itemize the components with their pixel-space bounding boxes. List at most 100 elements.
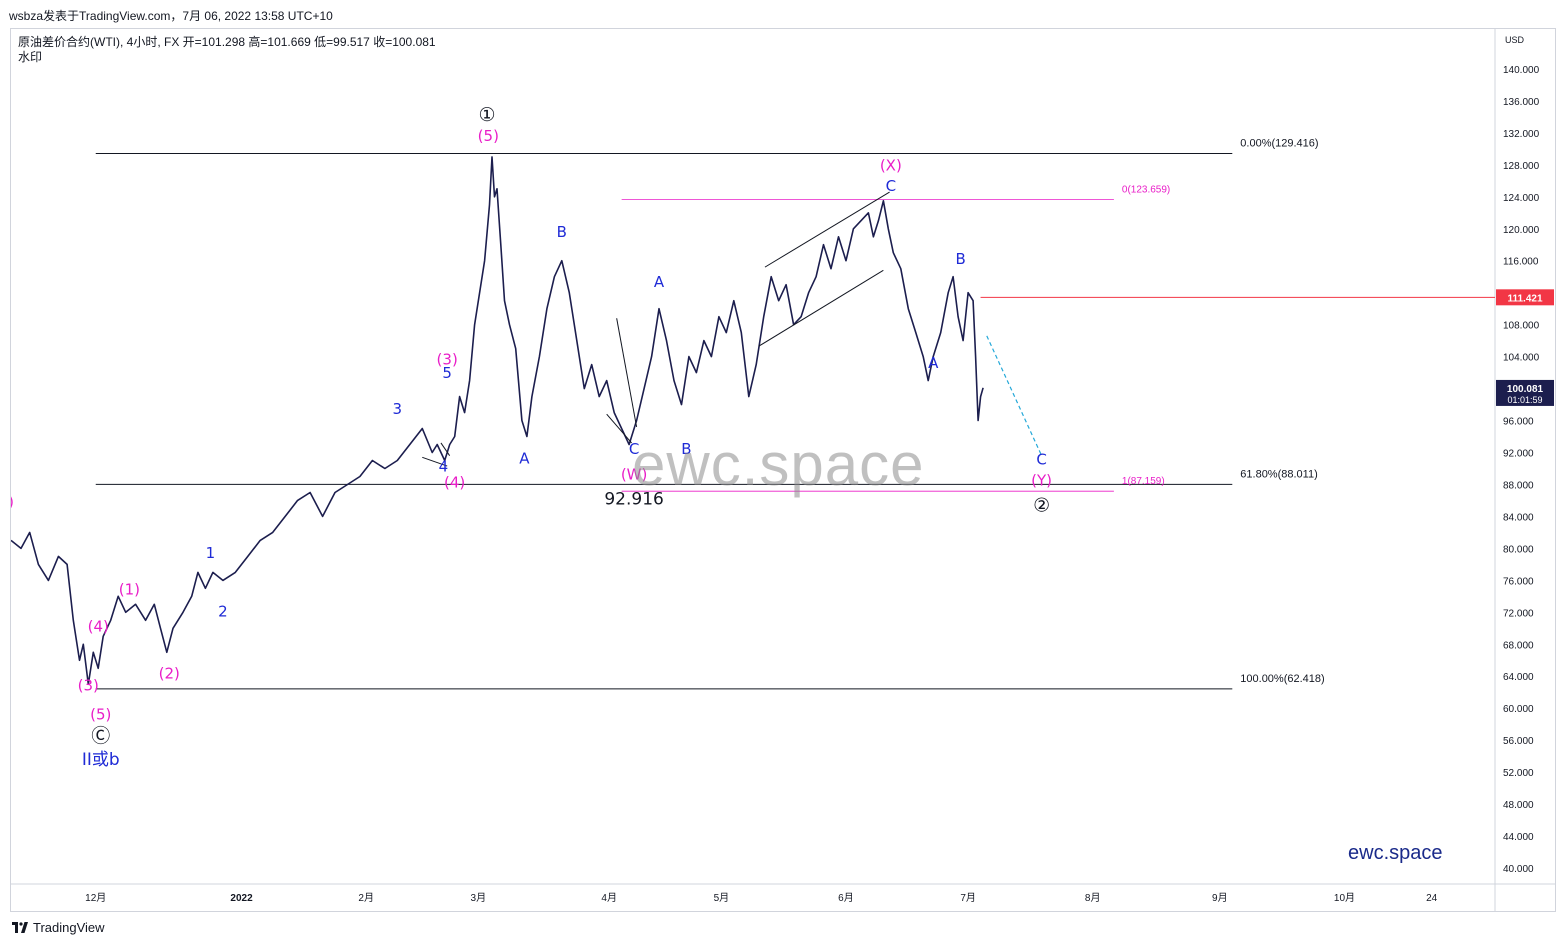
y-tick-label: 120.000 [1503,225,1540,236]
high-value: 高=101.669 [248,35,311,49]
x-tick-label: 9月 [1212,892,1228,904]
close-value: 收=100.081 [373,35,436,49]
channel-line [616,318,638,428]
y-tick-label: 132.000 [1503,129,1540,140]
wave-label: (4) [88,617,109,635]
y-tick-label: 96.000 [1503,417,1534,428]
channel-line [764,191,890,268]
channel-line [758,269,884,347]
price-series-line [11,156,984,685]
y-tick-label: 88.000 [1503,480,1534,491]
wave-label: B [681,440,691,458]
y-tick-label: 44.000 [1503,832,1534,843]
x-tick-label: 3月 [471,892,487,904]
x-tick-label: 12月 [85,892,106,904]
wave-label: (3) [78,677,99,695]
wave-label: (4) [444,474,465,492]
wave-label: A [928,354,939,372]
wave-label: (5) [90,705,111,723]
x-tick-label: 6月 [838,892,854,904]
wave-circle-label: Ⓒ [91,725,110,747]
level-label: 0(123.659) [1122,185,1170,196]
price-tag-label: 100.081 [1507,384,1544,395]
x-tick-label: 8月 [1085,892,1101,904]
channel-line [606,413,632,444]
y-tick-label: 80.000 [1503,544,1534,555]
ohlc-line: 原油差价合约(WTI), 4小时, FX 开=101.298 高=101.669… [18,35,436,50]
wave-circle-label: ① [479,104,496,126]
x-tick-label: 2022 [230,893,253,904]
brand-text: ewc.space [1348,842,1443,864]
wave-circle-label: ② [1033,495,1050,517]
y-tick-label: 60.000 [1503,704,1534,715]
y-tick-label: 124.000 [1503,193,1540,204]
wave-label: (W) [621,466,648,484]
wave-label: 92.916 [604,489,663,509]
x-tick-label: 7月 [960,892,976,904]
wave-label: B [557,223,567,241]
price-tag-label: 111.421 [1507,293,1542,304]
y-tick-label: 40.000 [1503,864,1534,875]
wave-label: 5 [442,364,452,382]
wave-label: (Y) [1031,471,1052,489]
wave-label: 3 [393,400,403,418]
tradingview-label: TradingView [33,920,105,935]
x-tick-label: 10月 [1334,892,1355,904]
y-tick-label: 48.000 [1503,800,1534,811]
level-label: 100.00%(62.418) [1240,673,1324,685]
channel-line [422,456,448,467]
projection-arrow [986,335,1043,456]
wave-label: B [955,250,965,268]
chart-frame[interactable]: USD 140.000 136.000 132.000 128.000 124.000 12… [10,28,1556,912]
wave-label: (1) [119,581,140,599]
publish-info: wsbza发表于TradingView.com，7月 06, 2022 13:5… [9,9,333,23]
wave-label: (3) [437,351,458,369]
y-tick-label: 84.000 [1503,512,1534,523]
wave-label: 1 [206,544,216,562]
y-tick-label: 108.000 [1503,321,1540,332]
price-tag-countdown: 01:01:59 [1507,395,1542,405]
wave-label: (2) [159,665,180,683]
y-tick-label: 56.000 [1503,736,1534,747]
wave-label: 4 [439,458,449,476]
wave-label: A [519,450,530,468]
y-tick-label: 52.000 [1503,768,1534,779]
y-tick-label: 104.000 [1503,353,1540,364]
y-tick-label: 76.000 [1503,576,1534,587]
level-label: 0.00%(129.416) [1240,138,1318,150]
x-tick-label: 4月 [601,892,617,904]
y-tick-label: 116.000 [1503,257,1539,268]
x-tick-label: 5月 [714,892,730,904]
wave-label: (5) [478,127,499,145]
price-chart[interactable]: USD140.000136.000132.000128.000124.00012… [11,29,1555,911]
y-tick-label: 64.000 [1503,672,1534,683]
top-bar: wsbza发表于TradingView.com，7月 06, 2022 13:5… [0,0,1566,28]
level-label: 1(87.159) [1122,476,1165,487]
symbol-name[interactable]: 原油差价合约(WTI), 4小时, FX [18,35,180,49]
price-tag-box [1496,289,1554,306]
y-tick-label: 68.000 [1503,640,1534,651]
level-label: 61.80%(88.011) [1240,468,1317,480]
wave-label: C [629,440,639,458]
low-value: 低=99.517 [314,35,370,49]
y-tick-label: 140.000 [1503,65,1540,76]
wave-label: ) [11,493,14,511]
y-tick-label: 72.000 [1503,608,1534,619]
y-tick-label: 136.000 [1503,97,1540,108]
wave-label: A [654,273,665,291]
price-tag-box [1496,379,1554,406]
wave-label: 2 [218,602,228,620]
x-tick-label: 24 [1426,893,1438,904]
tradingview-logo[interactable]: TradingView [12,920,105,935]
x-tick-label: 2月 [358,892,374,904]
watermark-label: 水印 [18,50,43,64]
y-tick-label: 128.000 [1503,161,1540,172]
tradingview-icon [12,922,28,933]
open-value: 开=101.298 [182,35,246,49]
bottom-bar: TradingView [0,912,1566,947]
watermark-text: ewc.space [632,431,925,498]
y-tick-label: 92.000 [1503,449,1534,460]
wave-label: C [886,177,896,195]
wave-label: C [1036,450,1046,468]
wave-label: II或b [82,750,120,770]
